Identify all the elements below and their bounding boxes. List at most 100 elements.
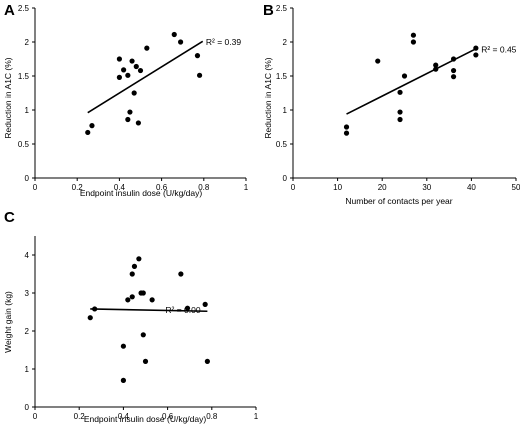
panel-a-x-tick-label: 0.8: [198, 183, 210, 192]
panel-a-data-point: [116, 56, 122, 62]
panel-b-data-point: [375, 58, 381, 64]
panel-a-data-point: [116, 74, 122, 80]
panel-a-data-point: [129, 58, 135, 64]
panel-b-y-tick-label: 1.5: [276, 72, 288, 81]
panel-a: A Reduction in A1C (%) Endpoint insulin …: [3, 2, 249, 198]
panel-b-x-tick-label: 50: [512, 183, 520, 192]
panel-c-letter: C: [4, 209, 15, 226]
panel-c-data-point: [120, 377, 126, 383]
panel-b-data-point: [433, 62, 439, 68]
panel-a-x-axis-title: Endpoint insulin dose (U/kg/day): [80, 188, 203, 198]
panel-b-x-tick-label: 0: [291, 183, 296, 192]
panel-a-y-tick-label: 0: [25, 174, 30, 183]
panel-a-data-point: [194, 53, 201, 59]
panel-b-letter: B: [263, 2, 274, 19]
panel-b-x-tick-label: 30: [422, 183, 431, 192]
panel-b-y-axis-title: Reduction in A1C (%): [263, 57, 273, 138]
panel-a-data-point: [127, 109, 133, 115]
panel-b-data-point: [397, 116, 403, 123]
panel-b: B Reduction in A1C (%) Number of contact…: [263, 2, 520, 206]
panel-c-y-tick-label: 3: [25, 289, 30, 298]
panel-b-x-axis-title: Number of contacts per year: [345, 196, 452, 206]
panel-c-data-point: [184, 305, 191, 311]
panel-a-data-point: [137, 67, 144, 74]
panel-b-y-tick-label: 0.5: [276, 140, 288, 149]
panel-b-x-tick-label: 10: [333, 183, 342, 192]
panel-b-y-tick-label: 2: [283, 38, 288, 47]
panel-a-trendline: [87, 40, 204, 114]
panel-a-y-tick-label: 2: [25, 38, 30, 47]
panel-b-data-point: [433, 66, 439, 72]
panel-a-x-tick-label: 0.2: [72, 183, 84, 192]
panel-a-data-point: [135, 120, 141, 126]
panel-a-letter: A: [4, 2, 15, 19]
panel-c-x-tick-label: 0.2: [74, 412, 86, 421]
panel-a-data-point: [196, 72, 203, 78]
panel-b-y-tick-label: 1: [283, 106, 288, 115]
panel-a-data-point: [171, 31, 177, 38]
panel-c-x-tick-label: 0.4: [118, 412, 130, 421]
panel-b-x-tick-label: 20: [378, 183, 387, 192]
panel-c-data-point: [87, 315, 93, 321]
panel-a-y-tick-label: 0.5: [18, 140, 30, 149]
panel-c-data-point: [204, 358, 210, 364]
panel-c-data-point: [202, 301, 208, 307]
panel-b-trendline: [346, 48, 477, 115]
panel-c-x-tick-label: 0.6: [162, 412, 174, 421]
panel-c-data-point: [129, 271, 135, 277]
panel-b-data-point: [343, 130, 350, 136]
panel-c-trendline: [90, 308, 208, 313]
panel-c-r-squared-label: R² = 0.00: [165, 305, 200, 315]
panel-c-x-tick-label: 0.8: [206, 412, 218, 421]
panel-b-data-point: [473, 52, 479, 58]
panel-b-data-point: [397, 109, 403, 115]
panel-c-data-point: [92, 306, 98, 312]
panel-c-data-point: [120, 343, 126, 349]
panel-c-y-tick-label: 4: [25, 251, 30, 260]
panel-c-data-point: [129, 294, 135, 300]
panel-a-data-point: [131, 90, 137, 96]
panel-a-x-tick-label: 0.4: [114, 183, 126, 192]
panel-a-x-tick-label: 0: [33, 183, 38, 192]
panel-c-y-tick-label: 1: [25, 365, 30, 374]
panel-c-data-point: [149, 297, 155, 303]
panel-b-data-point: [450, 67, 457, 74]
panel-b-data-point: [450, 56, 457, 62]
panel-a-x-tick-label: 0.6: [156, 183, 168, 192]
panel-a-r-squared-label: R² = 0.39: [206, 37, 241, 47]
panel-b-r-squared-label: R² = 0.45: [481, 44, 516, 54]
panel-c-data-point: [178, 271, 184, 277]
panel-c-y-axis-title: Weight gain (kg): [3, 291, 13, 353]
panel-b-data-point: [410, 39, 417, 45]
panel-a-data-point: [125, 72, 131, 78]
panel-c-y-tick-label: 0: [25, 403, 30, 412]
panel-b-y-tick-label: 0: [283, 174, 288, 183]
panel-c-data-point: [142, 358, 149, 364]
panel-a-x-tick-label: 1: [244, 183, 249, 192]
panel-b-data-point: [473, 45, 479, 51]
panel-b-data-point: [401, 73, 408, 79]
panel-b-data-point: [410, 32, 417, 38]
panel-c-data-point: [131, 263, 138, 269]
panel-c-data-point: [136, 256, 142, 262]
panel-a-y-tick-label: 1.5: [18, 72, 30, 81]
panel-a-y-tick-label: 2.5: [18, 4, 30, 13]
panel-a-data-point: [177, 39, 184, 45]
panel-a-data-point: [144, 45, 150, 51]
panel-a-data-point: [133, 63, 139, 70]
panel-c-x-tick-label: 0: [33, 412, 38, 421]
panel-c-data-point: [140, 332, 146, 338]
panel-b-x-tick-label: 40: [467, 183, 476, 192]
panel-c-x-tick-label: 1: [254, 412, 259, 421]
panel-b-y-tick-label: 2.5: [276, 4, 288, 13]
panel-b-data-point: [450, 74, 457, 80]
panel-c-y-tick-label: 2: [25, 327, 30, 336]
panel-a-data-point: [85, 129, 91, 136]
panel-c-data-point: [125, 297, 131, 303]
panel-c-x-axis-title: Endpoint insulin dose (U/kg/day): [84, 414, 207, 424]
panel-b-data-point: [343, 124, 350, 130]
panel-c-data-point: [140, 290, 146, 296]
panel-a-data-point: [89, 123, 95, 129]
panel-a-data-point: [121, 67, 127, 73]
